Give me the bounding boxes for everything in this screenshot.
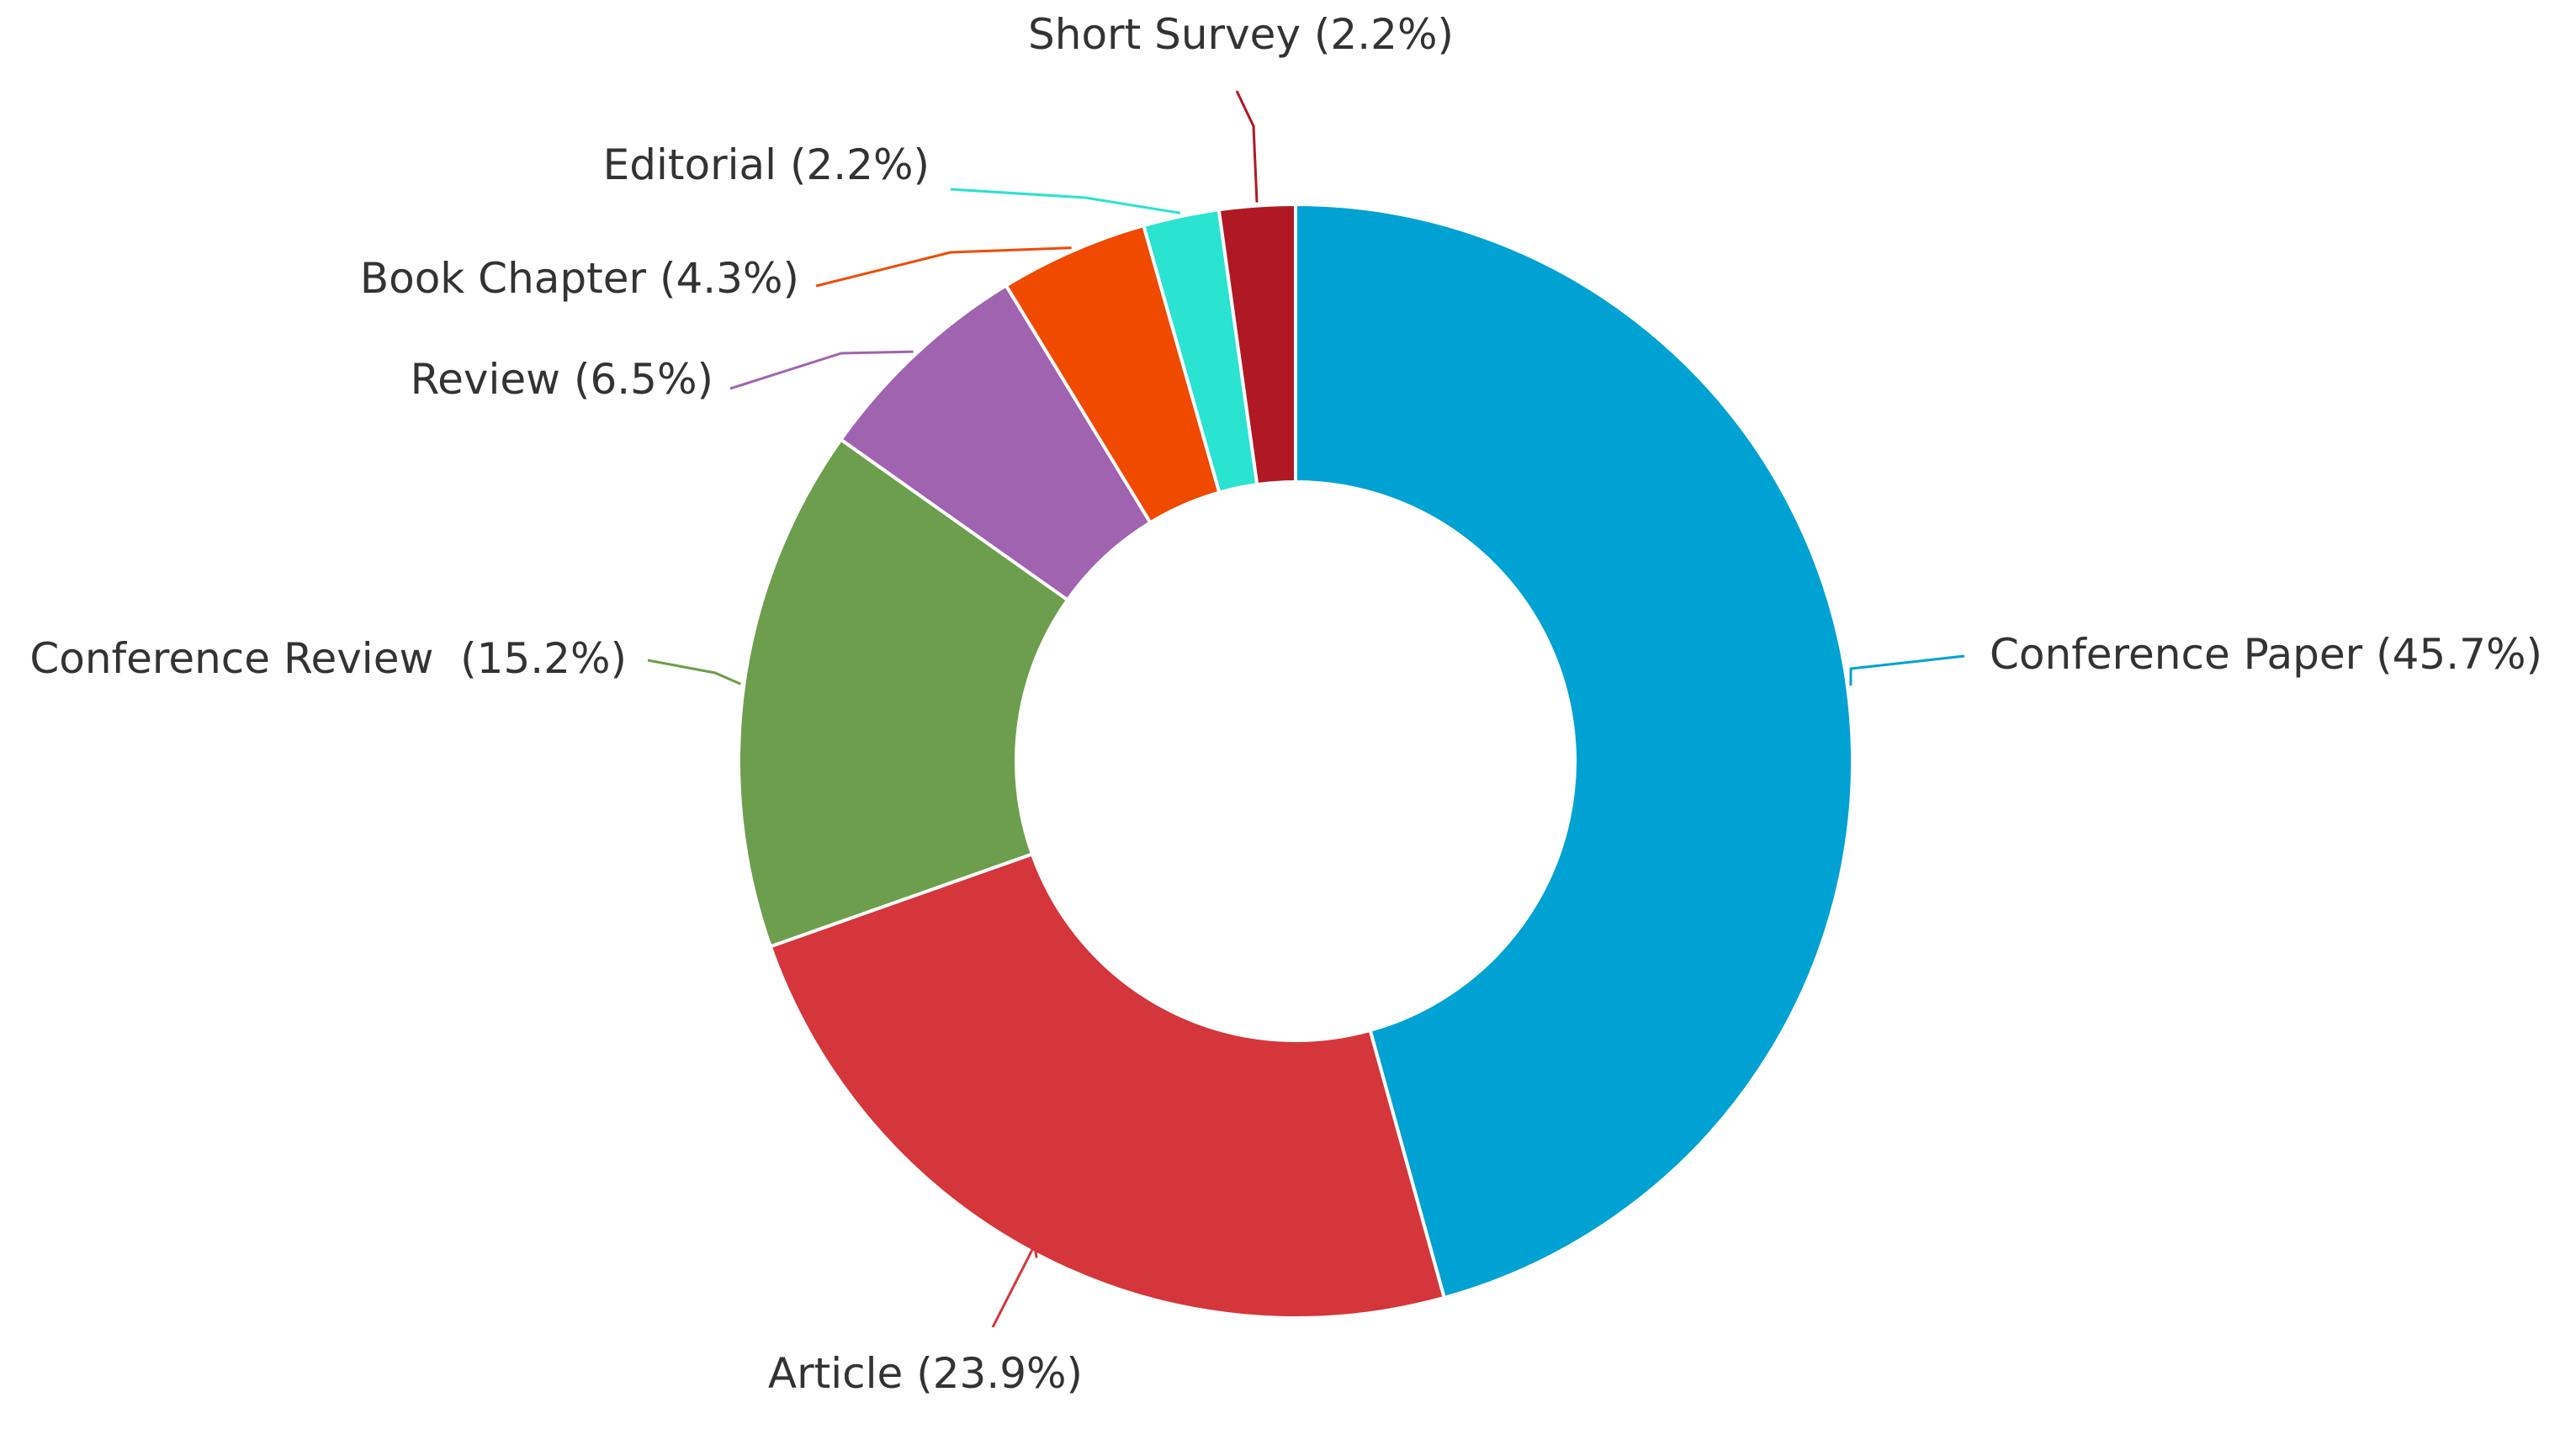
slice-conference-review[interactable] bbox=[737, 437, 1070, 949]
slice-article[interactable] bbox=[768, 851, 1447, 1320]
label-conference-paper: Conference Paper (45.7%) bbox=[1990, 630, 2542, 679]
leader-line-conference-review bbox=[647, 659, 741, 685]
leader-line-review bbox=[729, 350, 914, 390]
leader-lines-layer bbox=[647, 90, 1965, 1328]
label-review: Review (6.5%) bbox=[411, 355, 713, 404]
label-book-chapter: Book Chapter (4.3%) bbox=[360, 254, 799, 303]
labels-layer: Conference Paper (45.7%) Article (23.9%) C… bbox=[29, 10, 2542, 1398]
slice-conference-paper[interactable] bbox=[1294, 202, 1854, 1300]
label-conference-review: Conference Review (15.2%) bbox=[29, 634, 627, 683]
leader-line-book-chapter bbox=[815, 246, 1072, 288]
slices-layer bbox=[737, 202, 1854, 1320]
leader-line-article bbox=[991, 1241, 1038, 1328]
leader-line-editorial bbox=[950, 188, 1181, 214]
leader-line-conference-paper bbox=[1849, 654, 1965, 686]
label-short-survey: Short Survey (2.2%) bbox=[1028, 10, 1454, 59]
slice-short-survey[interactable] bbox=[1216, 202, 1297, 487]
leader-line-short-survey bbox=[1235, 90, 1259, 203]
label-editorial: Editorial (2.2%) bbox=[603, 140, 930, 189]
label-article: Article (23.9%) bbox=[768, 1349, 1083, 1398]
